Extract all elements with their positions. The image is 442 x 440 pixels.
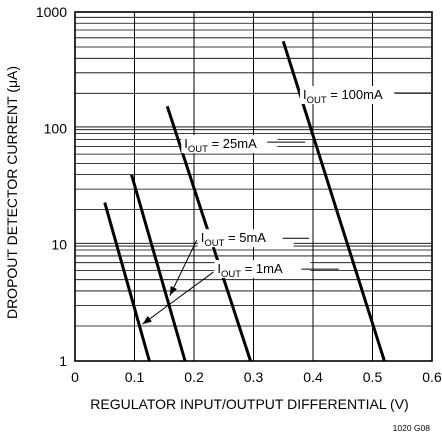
y-axis-title: DROPOUT DETECTOR CURRENT (μA)	[4, 66, 20, 319]
x-tick-label: 0.4	[303, 369, 323, 385]
series-line	[130, 174, 187, 362]
curve-callouts: IOUT = 100mA IOUT = 25mA IOUT = 5mA IOUT = …	[142, 86, 431, 325]
label-arrow	[142, 315, 152, 325]
figure-id: 1020 G08	[393, 423, 431, 433]
y-tick-label: 1000	[36, 4, 67, 20]
series-label: IOUT = 1mA	[217, 261, 283, 280]
x-tick-labels: 0 0.1 0.2 0.3 0.4 0.5 0.6	[71, 369, 442, 385]
y-tick-labels: 1 10 100 1000	[36, 4, 67, 369]
label-arrow	[169, 286, 177, 296]
x-tick-label: 0.3	[244, 369, 264, 385]
label-background	[214, 260, 311, 279]
series-label: IOUT = 100mA	[303, 87, 383, 106]
major-gridlines	[75, 12, 432, 361]
y-tick-label: 100	[44, 120, 68, 136]
series-label: IOUT = 5mA	[201, 230, 267, 249]
x-tick-label: 0.5	[363, 369, 383, 385]
x-tick-label: 0.6	[422, 369, 442, 385]
label-background	[181, 135, 278, 154]
label-leader	[142, 271, 214, 325]
plot-frame	[74, 11, 433, 362]
x-tick-label: 0.1	[125, 369, 145, 385]
x-tick-label: 0	[71, 369, 79, 385]
series-line	[103, 202, 151, 362]
x-tick-label: 0.2	[184, 369, 204, 385]
y-tick-label: 1	[59, 353, 67, 369]
label-background	[299, 86, 396, 105]
label-background	[197, 229, 294, 248]
y-tick-label: 10	[51, 237, 67, 253]
x-axis-title: REGULATOR INPUT/OUTPUT DIFFERENTIAL (V)	[90, 396, 408, 412]
series-label: IOUT = 25mA	[184, 136, 257, 155]
label-leader	[169, 239, 198, 296]
